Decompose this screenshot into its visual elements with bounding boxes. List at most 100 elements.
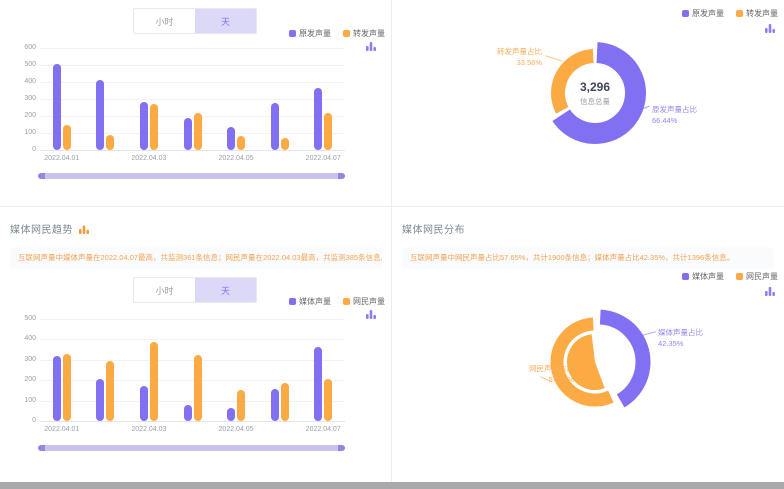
legend-label: 原发声量 [299, 29, 331, 38]
bar-网民声量[interactable] [62, 353, 71, 421]
y-axis-tick: 300 [24, 355, 36, 363]
panel-title: 媒体网民趋势 [10, 225, 73, 236]
legend-item-repost[interactable]: 转发声量 [343, 28, 385, 39]
bar-转发声量[interactable] [324, 113, 333, 150]
bar-原发声量[interactable] [270, 103, 279, 150]
bar-媒体声量[interactable] [183, 404, 192, 421]
bar-转发声量[interactable] [106, 134, 115, 150]
legend-item-media[interactable]: 媒体声量 [682, 271, 724, 282]
legend-label: 网民声量 [353, 297, 385, 306]
bar-网民声量[interactable] [280, 383, 289, 421]
legend-label: 转发声量 [746, 9, 778, 18]
legend-item-media[interactable]: 媒体声量 [289, 296, 331, 307]
y-axis-tick: 500 [24, 61, 36, 68]
pie-label-pct: 57.65% [548, 375, 574, 384]
pie-label-origin: 原发声量占比 66.44% [652, 104, 697, 126]
bar-媒体声量[interactable] [270, 389, 279, 421]
legend-item-origin[interactable]: 原发声量 [682, 8, 724, 19]
bar-原发声量[interactable] [227, 127, 236, 150]
panel-origin-trend: 小时 天 原发声量 转发声量 0 100 200 300 400 500 600 2022.0… [0, 0, 392, 207]
bar-原发声量[interactable] [139, 102, 148, 150]
y-axis-tick: 100 [24, 396, 36, 404]
donut-chart-media-netizen[interactable] [530, 297, 660, 427]
gridline [40, 400, 345, 402]
bar-媒体声量[interactable] [52, 355, 61, 421]
legend-item-repost[interactable]: 转发声量 [736, 8, 778, 19]
panel-title-row: 媒体网民分布 [402, 221, 465, 236]
summary-text: 互联网声量中网民声量占比57.65%，共计1900条信息；媒体声量占比42.35… [402, 247, 774, 269]
pie-label-name: 网民声量占比 [529, 364, 574, 373]
gridline [40, 82, 345, 83]
bar-原发声量[interactable] [96, 80, 105, 150]
bar-媒体声量[interactable] [96, 379, 105, 421]
summary-text: 互联网声量中媒体声量在2022.04.07最高，共监测361条信息；网民声量在2… [10, 247, 382, 269]
bar-网民声量[interactable] [106, 360, 115, 421]
gridline [40, 116, 345, 117]
datazoom-slider[interactable] [38, 445, 345, 451]
toggle-hour-button[interactable]: 小时 [155, 16, 174, 27]
legend-item-origin[interactable]: 原发声量 [289, 28, 331, 39]
bar-转发声量[interactable] [280, 138, 289, 150]
bar-转发声量[interactable] [193, 113, 202, 150]
bar-网民声量[interactable] [324, 379, 333, 421]
gridline [40, 339, 345, 341]
gridline [40, 359, 345, 361]
bar-媒体声量[interactable] [314, 347, 323, 421]
bar-网民声量[interactable] [193, 354, 202, 421]
x-axis-tick: 2022.04.03 [131, 426, 167, 433]
toggle-hour-button[interactable]: 小时 [155, 285, 174, 296]
pie-label-pct: 33.56% [516, 58, 542, 67]
legend-item-netizen[interactable]: 网民声量 [736, 271, 778, 282]
toggle-day-button[interactable]: 天 [195, 9, 256, 33]
y-axis-tick: 200 [24, 376, 36, 384]
bar-网民声量[interactable] [237, 390, 246, 421]
bar-媒体声量[interactable] [227, 407, 236, 421]
datazoom-slider[interactable] [38, 173, 345, 179]
x-axis-tick: 2022.04.07 [305, 426, 341, 433]
y-axis-tick: 100 [24, 129, 36, 136]
plot-area: 0 100 200 300 400 500 2022.04.01 2022.04.03 2022… [24, 315, 345, 433]
pie-label-pct: 42.35% [658, 339, 684, 348]
legend-label: 媒体声量 [692, 272, 724, 281]
bar-转发声量[interactable] [237, 136, 246, 150]
legend-label: 网民声量 [746, 272, 778, 281]
x-axis-tick: 2022.04.01 [44, 426, 80, 433]
legend-swatch-orange [343, 30, 350, 37]
panel-title-row: 媒体网民趋势 [10, 221, 90, 236]
bar-媒体声量[interactable] [139, 386, 148, 421]
pie-label-netizen: 网民声量占比 57.65% [529, 363, 574, 385]
pie-label-pct: 66.44% [652, 116, 678, 125]
legend-swatch-purple [682, 10, 689, 17]
pie-label-name: 媒体声量占比 [658, 328, 703, 337]
legend-swatch-purple [682, 273, 689, 280]
bar-原发声量[interactable] [183, 117, 192, 150]
x-axis-tick: 2022.04.05 [218, 426, 254, 433]
time-granularity-toggle: 小时 天 [133, 8, 257, 34]
bar-网民声量[interactable] [149, 342, 158, 421]
bar-chart-origin-repost-trend: 0 100 200 300 400 500 600 2022.04.01 2022.04.03 2… [6, 44, 358, 166]
legend-label: 转发声量 [353, 29, 385, 38]
gridline [40, 48, 345, 49]
chart-type-toolbox-icon[interactable] [764, 22, 776, 34]
legend-swatch-purple [289, 30, 296, 37]
bar-原发声量[interactable] [52, 64, 61, 150]
bar-原发声量[interactable] [314, 87, 323, 150]
pie-label-media: 媒体声量占比 42.35% [658, 327, 703, 349]
chart-type-toolbox-icon[interactable] [365, 308, 377, 320]
bar-转发声量[interactable] [62, 125, 71, 150]
y-axis-tick: 0 [32, 417, 36, 424]
gridline [40, 421, 345, 422]
chart-type-toolbox-icon[interactable] [365, 40, 377, 52]
donut-chart-origin-repost[interactable] [540, 38, 650, 148]
chart-type-toolbox-icon[interactable] [764, 285, 776, 297]
window-bottom-strip [0, 482, 784, 489]
legend-swatch-orange [343, 298, 350, 305]
pie-label-repost: 转发声量占比 33.56% [497, 46, 542, 68]
bar-转发声量[interactable] [149, 104, 158, 150]
toggle-day-button[interactable]: 天 [195, 278, 256, 302]
y-axis-tick: 400 [24, 78, 36, 85]
chart-legend: 媒体声量 网民声量 [289, 296, 385, 307]
legend-item-netizen[interactable]: 网民声量 [343, 296, 385, 307]
bar-chart-media-netizen-trend: 0 100 200 300 400 500 2022.04.01 2022.04.03 2022… [6, 315, 358, 437]
time-granularity-toggle: 小时 天 [133, 277, 257, 303]
